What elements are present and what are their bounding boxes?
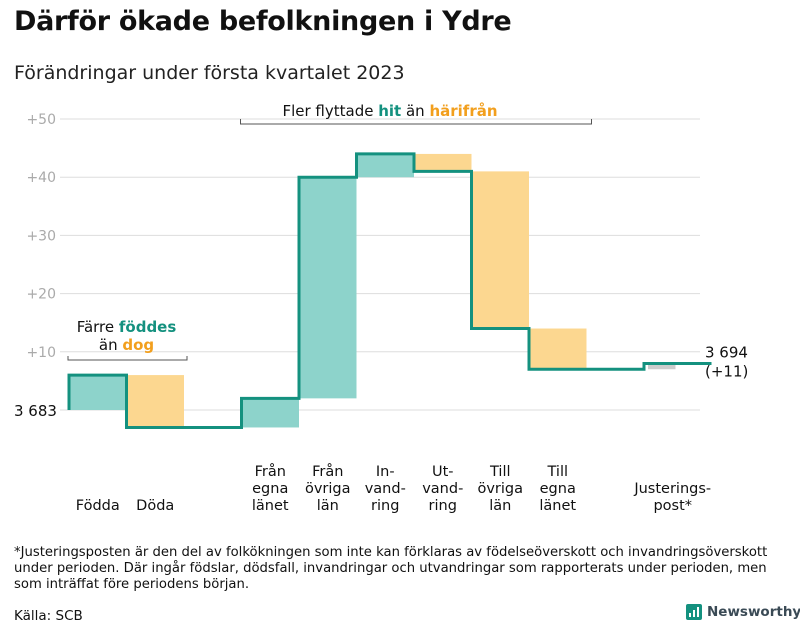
category-label: Döda — [136, 498, 174, 514]
waterfall-bar — [471, 171, 529, 329]
category-label: In- — [376, 464, 395, 480]
waterfall-bar — [648, 363, 676, 370]
waterfall-bar — [299, 177, 357, 399]
waterfall-chart: +10 +20 +30 +40 +50 3 683 3 694(+11) Födda Döda F… — [14, 102, 748, 514]
category-label: övriga — [305, 481, 351, 497]
running-total-line — [67, 152, 712, 429]
footnote: *Justeringsposten är den del av folkökni… — [14, 545, 768, 592]
category-label: län — [489, 498, 511, 514]
y-tick-label: +30 — [26, 228, 56, 244]
category-label: länet — [539, 498, 576, 514]
waterfall-bar — [241, 398, 299, 428]
category-label: post* — [653, 498, 692, 514]
waterfall-bar — [69, 375, 127, 410]
category-label: Födda — [76, 498, 120, 514]
category-label: Justerings- — [633, 481, 711, 497]
births-annotation: Färre föddes — [77, 318, 177, 336]
start-value-label: 3 683 — [14, 402, 57, 420]
y-tick-label: +40 — [26, 170, 56, 186]
brand-name: Newsworthy — [707, 604, 800, 620]
chart-title: Därför ökade befolkningen i Ydre — [14, 6, 512, 37]
waterfall-bar — [356, 153, 414, 178]
brand-logo: Newsworthy — [686, 604, 800, 620]
category-label: ring — [429, 498, 457, 514]
end-change-label: (+11) — [705, 362, 748, 380]
category-label: vand- — [422, 481, 463, 497]
category-label: Från — [312, 463, 343, 480]
category-label: länet — [252, 498, 289, 514]
chart-subtitle: Förändringar under första kvartalet 2023 — [14, 62, 405, 84]
waterfall-bar — [414, 153, 472, 172]
category-label: egna — [540, 481, 576, 497]
category-label: ring — [371, 498, 399, 514]
migration-annotation: Fler flyttade hit än härifrån — [282, 102, 497, 120]
category-label: Från — [255, 463, 286, 480]
category-label: Till — [547, 464, 569, 480]
newsworthy-icon — [686, 604, 702, 620]
category-label: övriga — [477, 481, 523, 497]
waterfall-bar — [126, 375, 184, 428]
y-tick-label: +10 — [26, 345, 56, 361]
y-tick-label: +50 — [26, 112, 56, 128]
category-label: Ut- — [432, 464, 454, 480]
category-label: egna — [252, 481, 288, 497]
category-label: län — [317, 498, 339, 514]
births-bracket — [67, 356, 188, 361]
category-label: vand- — [365, 481, 406, 497]
y-tick-label: +20 — [26, 287, 56, 303]
source-text: Källa: SCB — [14, 608, 83, 624]
category-label: Till — [489, 464, 511, 480]
waterfall-bar — [529, 328, 587, 370]
end-value-label: 3 694 — [705, 343, 748, 361]
migration-bracket — [240, 119, 592, 125]
births-annotation: än dog — [99, 336, 154, 354]
